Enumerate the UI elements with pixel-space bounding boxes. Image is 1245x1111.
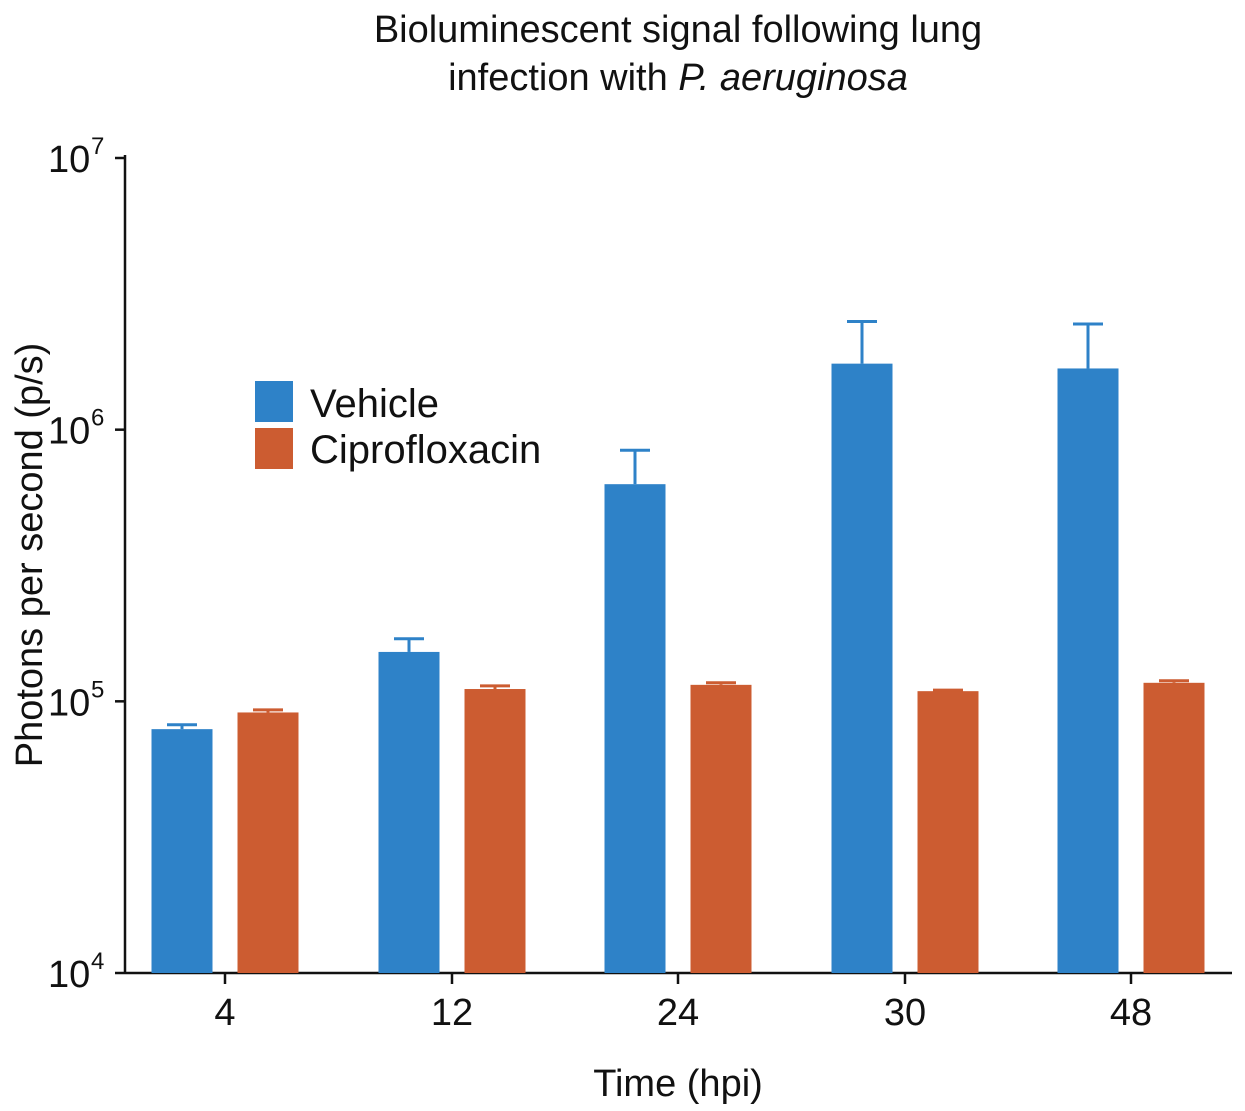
legend-swatch-vehicle bbox=[255, 381, 293, 422]
legend-label-ciprofloxacin: Ciprofloxacin bbox=[310, 428, 541, 472]
bar-vehicle bbox=[831, 363, 893, 973]
bar-ciprofloxacin bbox=[917, 691, 979, 973]
bar-ciprofloxacin bbox=[1143, 682, 1205, 973]
chart-title-line2: infection with P. aeruginosa bbox=[448, 57, 908, 99]
bar-ciprofloxacin bbox=[464, 689, 526, 973]
chart-title-line1: Bioluminescent signal following lung bbox=[374, 9, 982, 51]
y-tick-label: 10 bbox=[48, 411, 90, 453]
bar-vehicle bbox=[378, 651, 440, 973]
x-tick-label: 4 bbox=[214, 992, 235, 1034]
chart-title-organism: P. aeruginosa bbox=[678, 57, 908, 99]
bar-vehicle bbox=[151, 729, 213, 973]
x-tick-label: 30 bbox=[884, 992, 926, 1034]
legend-label-vehicle: Vehicle bbox=[310, 382, 439, 426]
legend-swatch-ciprofloxacin bbox=[255, 428, 293, 469]
y-tick-exponent: 6 bbox=[91, 405, 104, 432]
legend: Vehicle Ciprofloxacin bbox=[255, 381, 541, 472]
bar-ciprofloxacin bbox=[237, 712, 299, 973]
x-axis-label: Time (hpi) bbox=[593, 1063, 763, 1105]
bar-ciprofloxacin bbox=[690, 684, 752, 973]
y-tick-label: 10 bbox=[48, 139, 90, 181]
chart-title-prefix: infection with bbox=[448, 57, 678, 99]
x-ticks: 4 12 24 30 48 bbox=[214, 973, 1152, 1034]
bar-vehicle bbox=[604, 484, 666, 973]
y-tick-label: 10 bbox=[48, 954, 90, 996]
bar-vehicle bbox=[1057, 368, 1119, 973]
bars bbox=[151, 320, 1205, 973]
y-axis-label: Photons per second (p/s) bbox=[9, 343, 51, 768]
y-tick-exponent: 7 bbox=[91, 133, 104, 160]
y-tick-exponent: 5 bbox=[91, 676, 104, 703]
y-tick-exponent: 4 bbox=[91, 948, 104, 975]
x-tick-label: 12 bbox=[431, 992, 473, 1034]
x-tick-label: 24 bbox=[657, 992, 699, 1034]
x-tick-label: 48 bbox=[1110, 992, 1152, 1034]
y-tick-label: 10 bbox=[48, 682, 90, 724]
